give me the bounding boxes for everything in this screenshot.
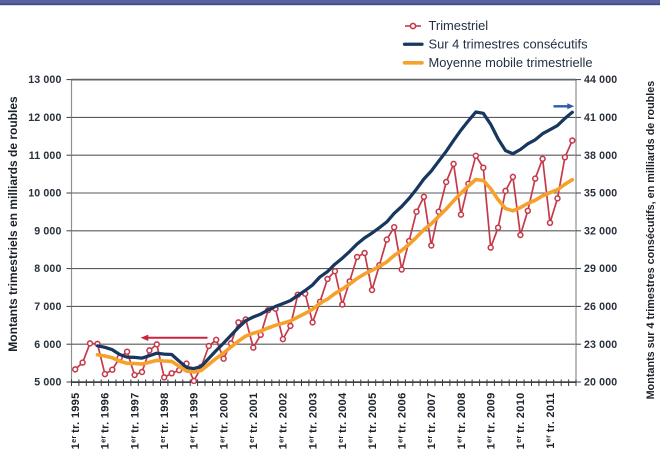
svg-text:Montants sur 4 trimestres cons: Montants sur 4 trimestres consécutifs, e… (645, 81, 657, 400)
svg-text:1er tr. 2002: 1er tr. 2002 (277, 393, 290, 450)
svg-text:5 000: 5 000 (34, 377, 61, 389)
svg-text:11 000: 11 000 (29, 150, 62, 162)
svg-text:1er tr. 2011: 1er tr. 2011 (544, 393, 557, 449)
svg-text:1er tr. 2004: 1er tr. 2004 (336, 392, 349, 449)
svg-text:1er tr. 2009: 1er tr. 2009 (484, 393, 497, 450)
svg-text:10 000: 10 000 (28, 188, 61, 200)
svg-text:23 000: 23 000 (584, 339, 617, 351)
svg-text:1er tr. 2006: 1er tr. 2006 (395, 393, 408, 450)
svg-text:29 000: 29 000 (584, 263, 617, 275)
svg-text:1er tr. 2003: 1er tr. 2003 (306, 393, 319, 450)
svg-text:8 000: 8 000 (34, 263, 61, 275)
svg-text:1er tr. 1998: 1er tr. 1998 (158, 393, 171, 450)
svg-text:1er tr. 2005: 1er tr. 2005 (366, 393, 379, 450)
svg-text:Sur 4 trimestres consécutifs: Sur 4 trimestres consécutifs (429, 37, 588, 52)
svg-text:Montants trimestriels en milli: Montants trimestriels en milliards de ro… (6, 96, 20, 352)
svg-text:44 000: 44 000 (584, 74, 617, 86)
svg-text:1er tr. 1995: 1er tr. 1995 (69, 393, 82, 450)
svg-text:1er tr. 1997: 1er tr. 1997 (128, 393, 141, 450)
svg-text:26 000: 26 000 (584, 301, 617, 313)
svg-text:1er tr. 2008: 1er tr. 2008 (455, 393, 468, 450)
svg-text:12 000: 12 000 (28, 112, 61, 124)
svg-text:7 000: 7 000 (34, 301, 61, 313)
svg-text:20 000: 20 000 (584, 377, 617, 389)
svg-text:35 000: 35 000 (584, 188, 617, 200)
svg-text:38 000: 38 000 (584, 150, 617, 162)
svg-text:9 000: 9 000 (34, 225, 61, 237)
svg-text:6 000: 6 000 (34, 339, 61, 351)
svg-text:Trimestriel: Trimestriel (429, 18, 489, 33)
svg-text:1er tr. 1996: 1er tr. 1996 (99, 393, 112, 450)
svg-text:1er tr. 1999: 1er tr. 1999 (188, 393, 201, 450)
svg-text:Moyenne mobile trimestrielle: Moyenne mobile trimestrielle (429, 55, 593, 70)
svg-text:32 000: 32 000 (584, 225, 617, 237)
svg-text:1er tr. 2000: 1er tr. 2000 (217, 393, 230, 450)
svg-text:13 000: 13 000 (28, 74, 61, 86)
svg-text:1er tr. 2007: 1er tr. 2007 (425, 393, 438, 450)
svg-text:41 000: 41 000 (584, 112, 617, 124)
svg-text:1er tr. 2010: 1er tr. 2010 (514, 393, 527, 450)
svg-text:1er tr. 2001: 1er tr. 2001 (247, 393, 260, 450)
